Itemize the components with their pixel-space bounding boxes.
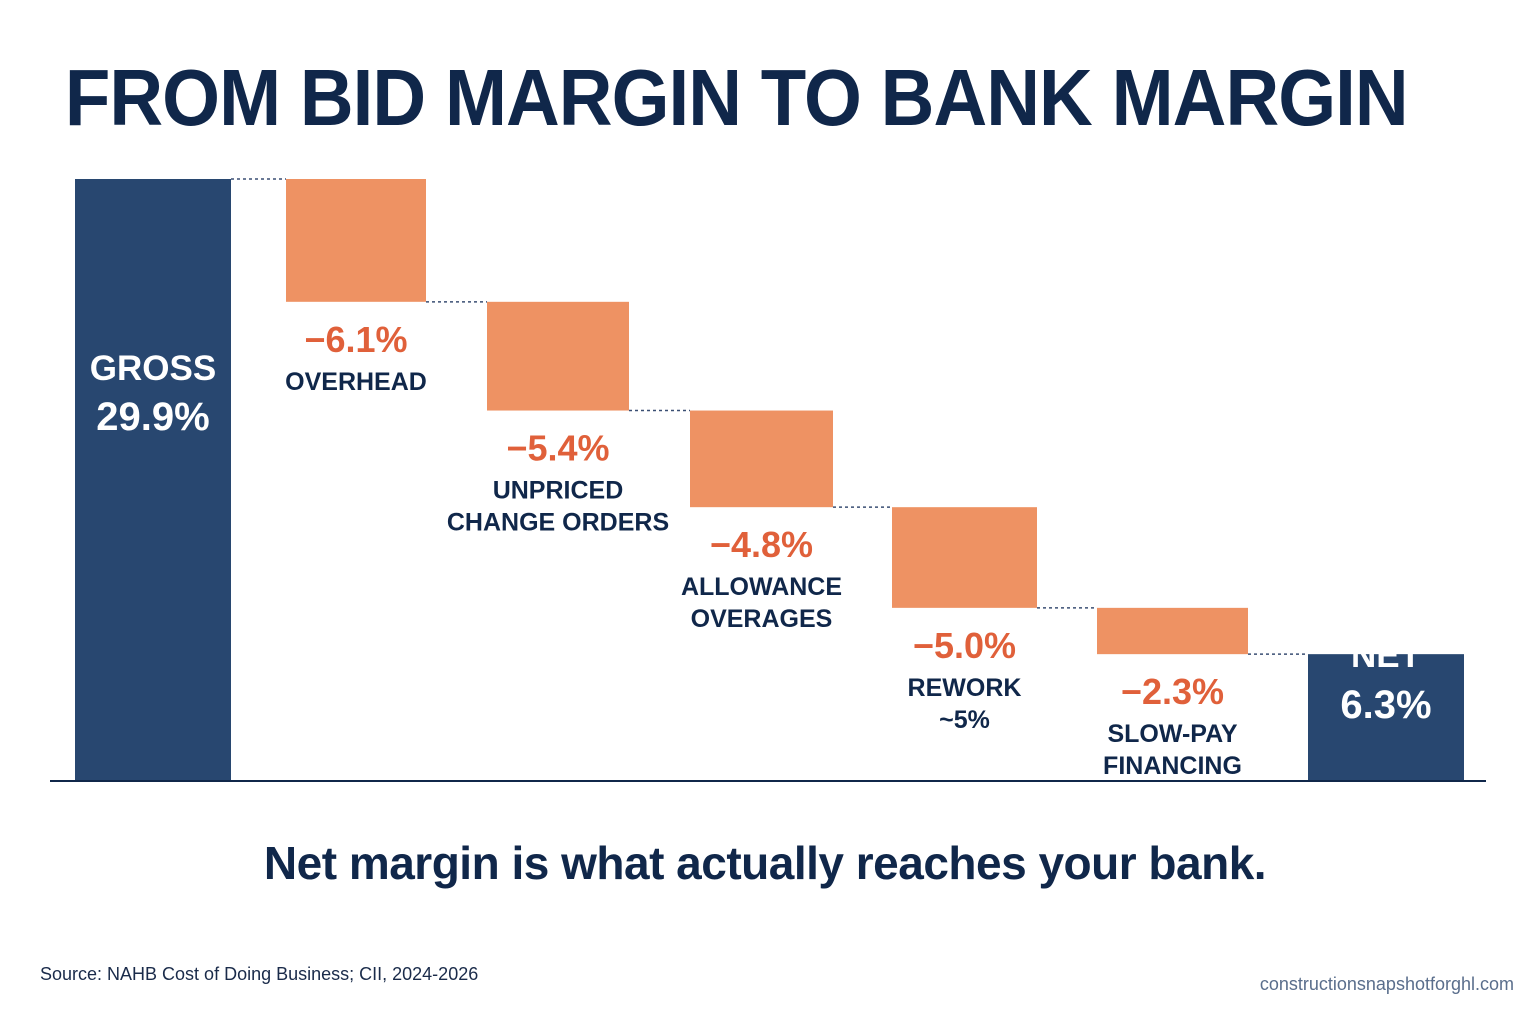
step-value-label: −2.3%	[1121, 671, 1224, 712]
site-url: constructionsnapshotforghl.com	[1259, 974, 1514, 994]
bar-gross-label: GROSS	[90, 349, 216, 388]
bar-net-label: NET	[1351, 636, 1421, 675]
bar-step	[690, 410, 833, 508]
bar-net-value: 6.3%	[1340, 683, 1431, 727]
step-category-label: ALLOWANCE	[681, 573, 842, 601]
step-category-label: OVERAGES	[691, 605, 833, 633]
chart-title: FROM BID MARGIN TO BANK MARGIN	[64, 53, 1409, 142]
step-category-label: FINANCING	[1103, 752, 1242, 780]
step-category-label: REWORK	[908, 674, 1022, 702]
step-category-label: SLOW-PAY	[1107, 720, 1237, 748]
step-value-label: −4.8%	[710, 524, 813, 565]
step-value-label: −5.4%	[506, 428, 609, 469]
step-category-label: UNPRICED	[493, 477, 624, 505]
connector-lines	[231, 178, 1308, 655]
bar-step	[286, 179, 426, 302]
step-value-label: −5.0%	[913, 625, 1016, 666]
source-note: Source: NAHB Cost of Doing Business; CII…	[40, 964, 479, 984]
step-category-label: OVERHEAD	[285, 368, 427, 396]
step-value-label: −6.1%	[304, 319, 407, 360]
bar-step	[1097, 607, 1248, 655]
bar-gross-value: 29.9%	[96, 395, 209, 439]
bars-group	[75, 179, 1464, 781]
tagline: Net margin is what actually reaches your…	[263, 837, 1267, 889]
step-category-label: ~5%	[939, 706, 990, 734]
bar-step	[892, 507, 1037, 608]
bar-step	[487, 301, 629, 411]
bar-gross	[75, 179, 231, 781]
bar-net	[1308, 654, 1464, 781]
labels-group: GROSS 29.9% −6.1% OVERHEAD −5.4% UNPRICED CHAN…	[90, 319, 1432, 780]
step-category-label: CHANGE ORDERS	[447, 509, 669, 537]
